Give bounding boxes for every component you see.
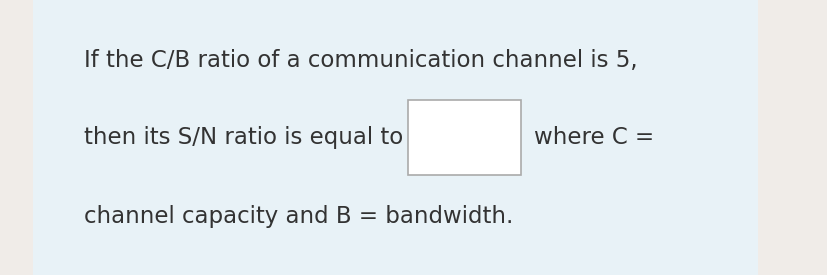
Text: where C =: where C = [533, 126, 654, 149]
Text: If the C/B ratio of a communication channel is 5,: If the C/B ratio of a communication chan… [84, 50, 637, 73]
FancyBboxPatch shape [408, 100, 521, 175]
Text: channel capacity and B = bandwidth.: channel capacity and B = bandwidth. [84, 205, 513, 228]
Text: then its S/N ratio is equal to: then its S/N ratio is equal to [84, 126, 403, 149]
